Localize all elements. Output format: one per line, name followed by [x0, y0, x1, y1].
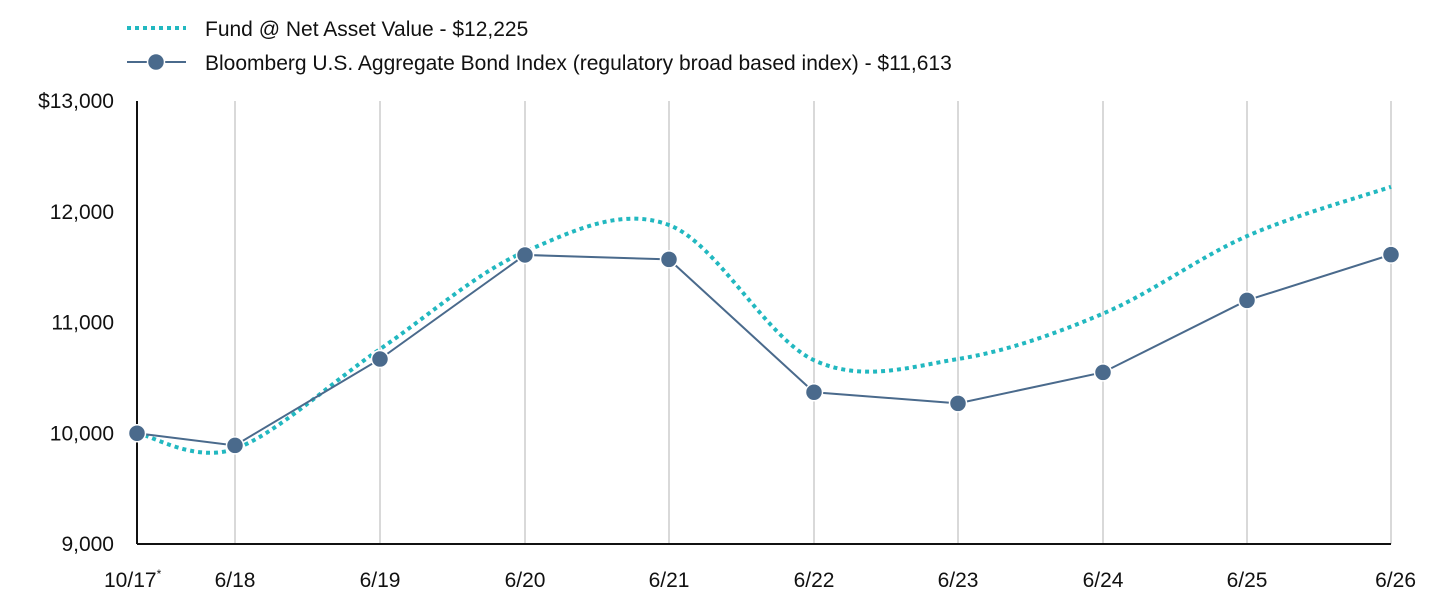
index-point-6/22 — [804, 383, 824, 402]
x-tick-label: 6/25 — [1227, 569, 1268, 592]
index-point-6/24 — [1093, 363, 1113, 382]
x-tick-label: 6/22 — [794, 569, 835, 592]
x-tick-label: 10/17* — [104, 567, 162, 592]
index-point-6/21 — [659, 250, 679, 269]
x-tick-label: 6/19 — [360, 569, 401, 592]
x-tick-label: 6/26 — [1375, 569, 1416, 592]
series-markers — [127, 245, 1401, 455]
y-tick-label: 10,000 — [50, 422, 114, 445]
y-axis-tick-labels: 9,000 10,000 11,000 12,000 $13,000 — [38, 90, 114, 556]
legend-swatch-index-marker — [146, 52, 166, 72]
y-tick-label: 9,000 — [61, 533, 114, 556]
vertical-gridlines — [234, 101, 1392, 544]
axes — [136, 101, 1391, 545]
index-point-6/20 — [515, 245, 535, 265]
index-point-10/17 — [127, 424, 147, 443]
index-line — [136, 253, 1392, 447]
y-tick-label: 12,000 — [50, 201, 114, 224]
x-tick-label: 6/18 — [215, 569, 256, 592]
index-point-6/19 — [370, 349, 390, 369]
index-point-6/25 — [1237, 291, 1257, 310]
series-lines — [136, 184, 1392, 455]
x-tick-label: 6/21 — [649, 569, 690, 592]
footnote-marker: * — [157, 567, 162, 581]
y-tick-label: $13,000 — [38, 90, 114, 113]
legend-label: Fund @ Net Asset Value - $12,225 — [205, 18, 528, 41]
fund-nav-line — [136, 184, 1392, 455]
index-point-6/18 — [225, 436, 245, 455]
index-point-6/23 — [948, 394, 968, 413]
x-tick-label: 6/23 — [938, 569, 979, 592]
legend-label: Bloomberg U.S. Aggregate Bond Index (reg… — [205, 52, 952, 75]
x-axis-tick-labels: 10/17* 6/18 6/19 6/20 6/21 6/22 6/23 6/24 6/25 6/… — [104, 567, 1416, 592]
y-tick-label: 11,000 — [51, 312, 114, 335]
index-point-6/26 — [1381, 245, 1401, 264]
legend: Fund @ Net Asset Value - $12,225 Bloomber… — [127, 18, 952, 75]
x-tick-label: 6/24 — [1083, 569, 1124, 592]
x-tick-label: 6/20 — [505, 569, 546, 592]
